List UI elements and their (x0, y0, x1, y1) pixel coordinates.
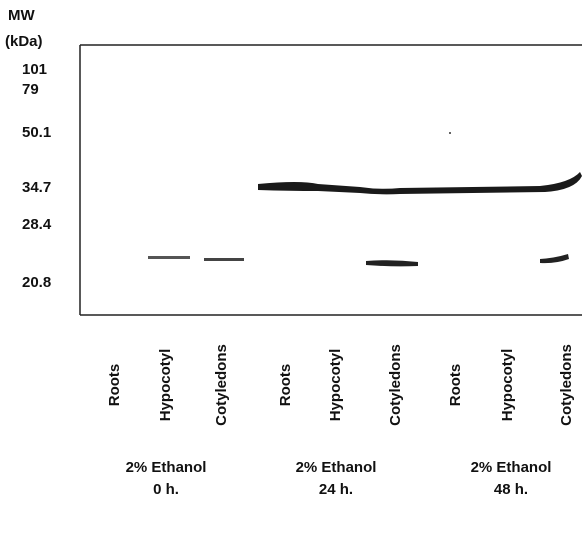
lane-label: Hypocotyl (499, 349, 516, 422)
blot-figure: MW (kDa) 101 79 50.1 34.7 28.4 20.8 Roots Hypoc… (0, 0, 582, 537)
lane-label: Hypocotyl (327, 349, 344, 422)
group-time: 48 h. (494, 481, 528, 498)
group-condition: 2% Ethanol (471, 459, 552, 476)
labels: 101 79 50.1 34.7 28.4 20.8 Roots Hypocotyl Cotyl… (22, 61, 575, 498)
lane-label: Cotyledons (213, 344, 230, 426)
band (204, 258, 244, 261)
band (258, 172, 582, 194)
bands (148, 132, 582, 266)
mw-title: MW (8, 7, 35, 24)
mw-label: 20.8 (22, 274, 51, 291)
lane-label: Cotyledons (558, 344, 575, 426)
group-condition: 2% Ethanol (296, 459, 377, 476)
group-time: 24 h. (319, 481, 353, 498)
lane-label: Roots (447, 364, 464, 407)
mw-label: 50.1 (22, 124, 51, 141)
band (540, 254, 569, 263)
lane-label: Cotyledons (387, 344, 404, 426)
mw-unit: (kDa) (5, 33, 43, 50)
mw-label: 101 (22, 61, 47, 78)
lane-label: Roots (106, 364, 123, 407)
group-time: 0 h. (153, 481, 179, 498)
band (366, 260, 418, 266)
mw-label: 28.4 (22, 216, 52, 233)
mw-label: 79 (22, 81, 39, 98)
mw-label: 34.7 (22, 179, 51, 196)
lane-label: Roots (277, 364, 294, 407)
lane-label: Hypocotyl (157, 349, 174, 422)
band (148, 256, 190, 259)
group-condition: 2% Ethanol (126, 459, 207, 476)
speck (449, 132, 451, 134)
